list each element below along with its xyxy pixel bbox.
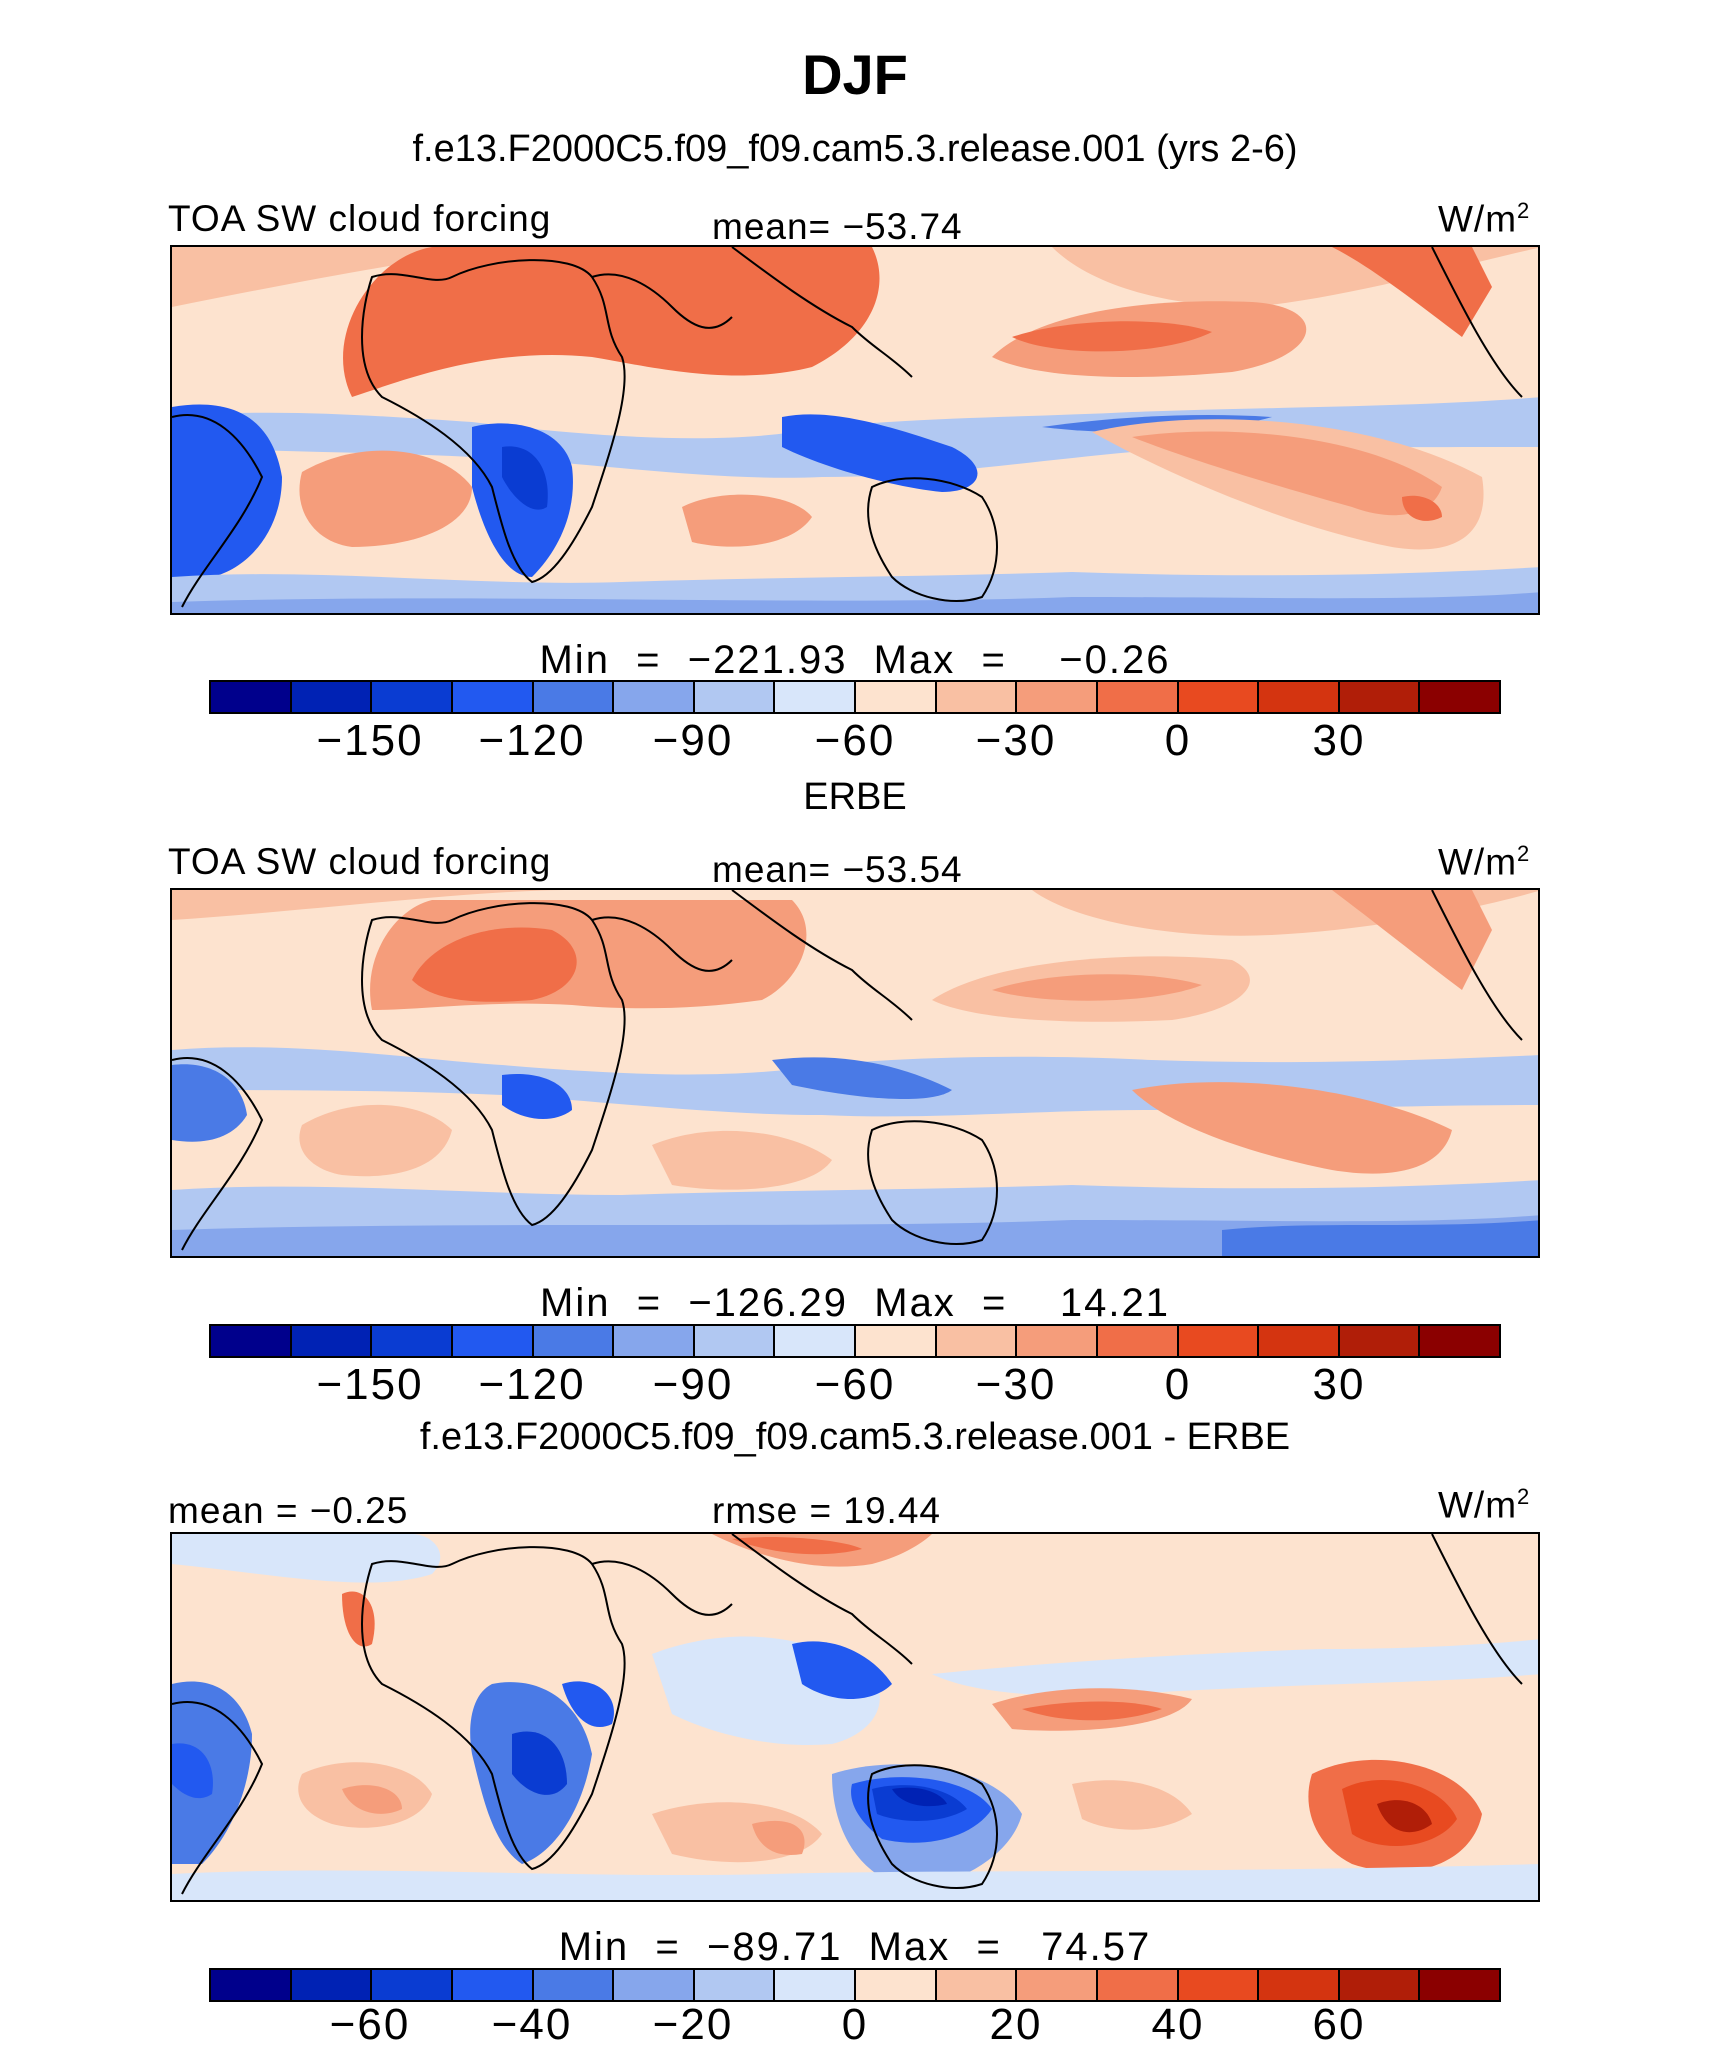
panel-3-heading: f.e13.F2000C5.f09_f09.cam5.3.release.001… (419, 1416, 1291, 1458)
colorbar-swatch (614, 1970, 695, 2000)
colorbar-swatch (856, 1326, 937, 1356)
colorbar-swatch (291, 1970, 373, 2000)
panel-2-mean-label: mean= −53.54 (712, 849, 963, 890)
colorbar-swatch (694, 682, 776, 712)
panel-1-units: W/m2 (1438, 198, 1531, 240)
colorbar-swatch (1178, 1326, 1260, 1356)
panel-2-map (170, 888, 1540, 1258)
panel-1-tick: −90 (652, 716, 734, 765)
colorbar-swatch (1420, 682, 1499, 712)
panel-3-tick: −60 (329, 2000, 411, 2049)
panel-2-tick: 30 (1312, 1360, 1366, 1409)
panel-3-colorbar (209, 1968, 1501, 2002)
panel-1-colorbar (209, 680, 1501, 714)
colorbar-swatch (452, 1970, 534, 2000)
colorbar-swatch (372, 682, 453, 712)
colorbar-swatch (614, 1326, 695, 1356)
colorbar-swatch (775, 682, 856, 712)
colorbar-swatch (856, 1970, 937, 2000)
panel-1-tick: −120 (478, 716, 586, 765)
figure-title: DJF (802, 43, 908, 106)
panel-1-tick: −150 (316, 716, 424, 765)
colorbar-swatch (211, 682, 292, 712)
colorbar-swatch (775, 1970, 856, 2000)
colorbar-swatch (1339, 1970, 1421, 2000)
colorbar-swatch (452, 1326, 534, 1356)
panel-3-mean-label: mean = −0.25 (168, 1490, 409, 1531)
panel-3-tick: 60 (1312, 2000, 1366, 2049)
colorbar-swatch (856, 682, 937, 712)
colorbar-swatch (452, 682, 534, 712)
panel-1-mean-label: mean= −53.74 (712, 206, 963, 247)
colorbar-swatch (533, 1326, 615, 1356)
colorbar-swatch (614, 682, 695, 712)
panel-2-units: W/m2 (1438, 841, 1531, 883)
colorbar-swatch (533, 1970, 615, 2000)
panel-1-map (170, 245, 1540, 615)
colorbar-swatch (372, 1970, 453, 2000)
colorbar-swatch (211, 1970, 292, 2000)
panel-1-heading: f.e13.F2000C5.f09_f09.cam5.3.release.001… (412, 128, 1298, 170)
panel-2-tick: 0 (1164, 1360, 1192, 1409)
panel-2-heading: ERBE (803, 776, 907, 818)
panel-3-colorbar-ticks: −60 −40 −20 0 20 40 60 (209, 2000, 1501, 2049)
colorbar-swatch (1259, 1970, 1340, 2000)
panel-2-tick: −90 (652, 1360, 734, 1409)
colorbar-swatch (1420, 1970, 1499, 2000)
colorbar-swatch (1259, 682, 1340, 712)
colorbar-swatch (1339, 1326, 1421, 1356)
colorbar-swatch (291, 1326, 373, 1356)
colorbar-swatch (211, 1326, 292, 1356)
colorbar-swatch (1178, 682, 1260, 712)
panel-3-tick: 40 (1151, 2000, 1205, 2049)
panel-3-min-max: Min = −89.71 Max = 74.57 (558, 1925, 1152, 1969)
panel-2-tick: −60 (814, 1360, 896, 1409)
colorbar-swatch (1259, 1326, 1340, 1356)
panel-2-tick: −30 (975, 1360, 1057, 1409)
panel-1-min-max: Min = −221.93 Max = −0.26 (539, 638, 1171, 682)
panel-1-tick: 30 (1312, 716, 1366, 765)
colorbar-swatch (291, 682, 373, 712)
panel-1-colorbar-ticks: −150 −120 −90 −60 −30 0 30 (209, 716, 1501, 765)
panel-2-colorbar (209, 1324, 1501, 1358)
panel-2-min-max: Min = −126.29 Max = 14.21 (540, 1281, 1170, 1325)
panel-1-tick: −30 (975, 716, 1057, 765)
colorbar-swatch (775, 1326, 856, 1356)
panel-3-rmse-label: rmse = 19.44 (712, 1490, 941, 1531)
colorbar-swatch (372, 1326, 453, 1356)
colorbar-swatch (694, 1326, 776, 1356)
panel-2-variable-label: TOA SW cloud forcing (168, 841, 552, 882)
panel-2-tick: −120 (478, 1360, 586, 1409)
colorbar-swatch (1017, 1326, 1098, 1356)
panel-3-tick: −40 (491, 2000, 573, 2049)
colorbar-swatch (1420, 1326, 1499, 1356)
panel-1-tick: −60 (814, 716, 896, 765)
colorbar-swatch (936, 1326, 1018, 1356)
colorbar-swatch (1339, 682, 1421, 712)
colorbar-swatch (1017, 682, 1098, 712)
colorbar-swatch (1097, 1970, 1179, 2000)
panel-3-units: W/m2 (1438, 1484, 1531, 1526)
panel-3-tick: 0 (841, 2000, 869, 2049)
colorbar-swatch (1097, 682, 1179, 712)
colorbar-swatch (1017, 1970, 1098, 2000)
colorbar-swatch (694, 1970, 776, 2000)
panel-1-variable-label: TOA SW cloud forcing (168, 198, 552, 239)
colorbar-swatch (936, 682, 1018, 712)
panel-2-colorbar-ticks: −150 −120 −90 −60 −30 0 30 (209, 1360, 1501, 1409)
colorbar-swatch (936, 1970, 1018, 2000)
panel-3-map (170, 1532, 1540, 1902)
colorbar-swatch (1178, 1970, 1260, 2000)
colorbar-swatch (533, 682, 615, 712)
panel-3-tick: 20 (989, 2000, 1043, 2049)
panel-3-tick: −20 (652, 2000, 734, 2049)
panel-2-tick: −150 (316, 1360, 424, 1409)
colorbar-swatch (1097, 1326, 1179, 1356)
panel-1-tick: 0 (1164, 716, 1192, 765)
